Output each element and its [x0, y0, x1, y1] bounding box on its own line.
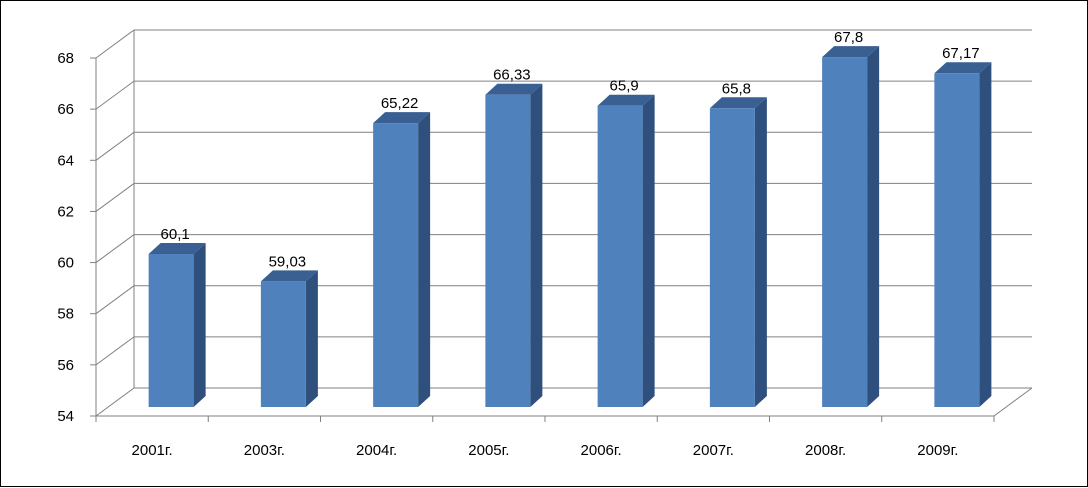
bar	[148, 254, 194, 407]
data-label: 65,8	[722, 80, 751, 97]
bar-side	[305, 270, 318, 407]
data-label: 66,33	[493, 67, 531, 84]
data-label: 67,8	[834, 29, 863, 46]
y-tick-label: 56	[57, 357, 74, 374]
data-label: 67,17	[942, 45, 980, 62]
bar-top	[148, 243, 206, 255]
y-tick-label: 68	[57, 50, 74, 67]
y-tick-label: 60	[57, 255, 74, 272]
bar	[822, 57, 868, 407]
y-tick-label: 66	[57, 101, 74, 118]
bar-top	[373, 112, 431, 124]
bar-top	[709, 97, 767, 109]
gridline-depth	[95, 183, 135, 212]
x-tick-label: 2005г.	[468, 442, 509, 459]
bar-side	[754, 97, 767, 407]
bar	[934, 73, 980, 407]
x-tick-label: 2003г.	[244, 442, 285, 459]
y-tick-label: 54	[57, 408, 74, 425]
x-tick-label: 2008г.	[805, 442, 846, 459]
x-tick-label: 2009г.	[917, 442, 958, 459]
y-tick-label: 58	[57, 306, 74, 323]
y-tick-label: 62	[57, 203, 74, 220]
data-label: 59,03	[269, 253, 307, 270]
floor-right-edge	[993, 387, 1033, 417]
bar-side	[979, 62, 992, 408]
bar	[373, 123, 419, 408]
data-label: 65,9	[610, 78, 639, 95]
bar-side	[867, 46, 880, 407]
bar-side	[530, 83, 543, 407]
bar	[260, 281, 306, 407]
gridline-depth	[95, 285, 135, 315]
gridline-depth	[95, 234, 135, 263]
bar-side	[418, 112, 431, 408]
x-tick-label: 2001г.	[132, 442, 173, 459]
data-label: 60,1	[161, 226, 190, 243]
x-tick-label: 2007г.	[693, 442, 734, 459]
bar-side	[193, 243, 206, 407]
bar	[597, 105, 643, 407]
bar-top	[934, 62, 992, 74]
gridline-depth	[95, 29, 135, 59]
bar-top	[260, 270, 318, 282]
gridline-depth	[95, 336, 135, 366]
bar-top	[597, 94, 655, 106]
gridline-depth	[95, 80, 135, 110]
x-tick-label: 2006г.	[581, 442, 622, 459]
x-tick-label: 2004г.	[356, 442, 397, 459]
bar-side	[642, 94, 655, 407]
data-label: 65,22	[381, 95, 419, 112]
y-tick-label: 64	[57, 152, 74, 169]
bar-top	[485, 83, 543, 95]
bar-top	[822, 46, 880, 58]
bar	[485, 94, 531, 407]
bar	[709, 108, 755, 407]
gridline-depth	[95, 131, 135, 161]
gridline-depth	[95, 387, 135, 417]
